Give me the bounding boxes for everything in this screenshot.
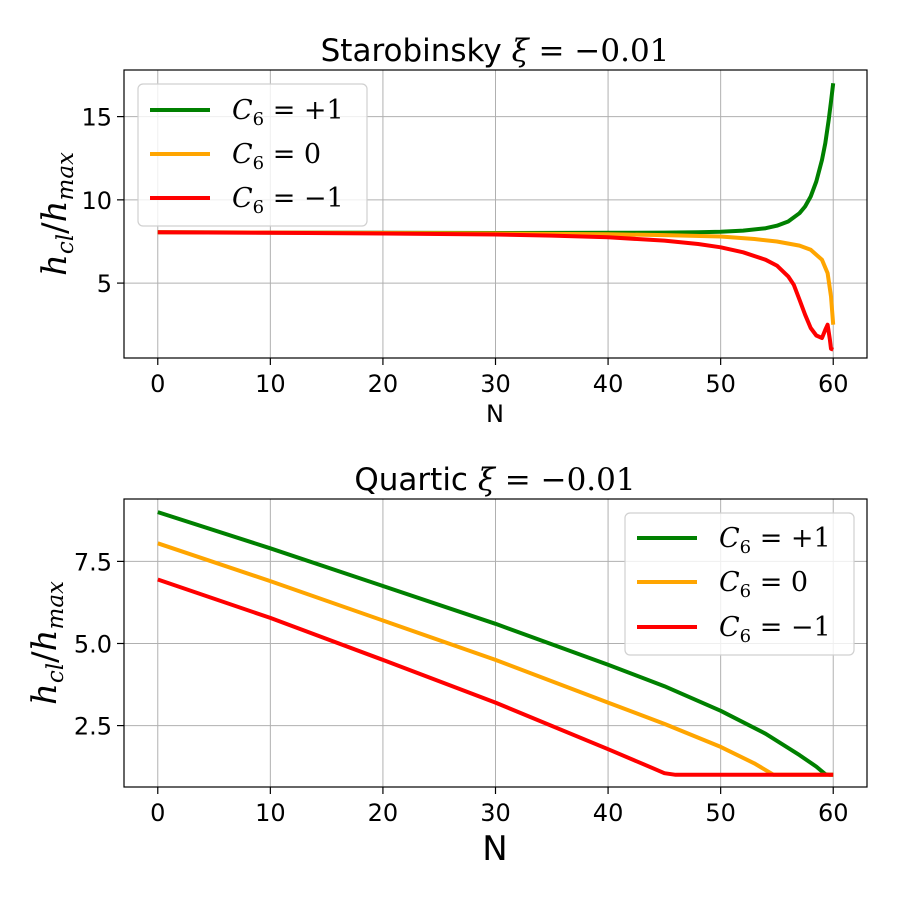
x-tick-label: 40 (593, 799, 624, 827)
legend-label-c6-plus: C6 = +1 (719, 523, 831, 558)
x-tick-label: 0 (150, 799, 165, 827)
x-tick-label: 10 (255, 370, 286, 398)
x-axis-label: N (486, 400, 504, 428)
legend: C6 = +1 C6 = 0 C6 = −1 (137, 83, 368, 227)
x-tick-label: 10 (255, 799, 286, 827)
series-line-c6-minus (157, 230, 834, 352)
x-tick-label: 60 (818, 799, 849, 827)
x-axis-ticks: 0 10 20 30 40 50 60 (150, 358, 849, 398)
x-tick-label: 50 (705, 370, 736, 398)
x-tick-label: 50 (705, 799, 736, 827)
x-tick-label: 40 (593, 370, 624, 398)
x-tick-label: 30 (480, 370, 511, 398)
y-axis-ticks: 5 10 15 (81, 104, 124, 298)
x-axis-label: N (482, 829, 507, 869)
legend: C6 = +1 C6 = 0 C6 = −1 (624, 512, 855, 656)
y-axis-label: hcl/hmax (35, 152, 79, 276)
series-line-c6-minus (157, 577, 834, 777)
y-axis-ticks: 2.5 5.0 7.5 (74, 548, 124, 741)
x-tick-label: 60 (818, 370, 849, 398)
x-tick-label: 30 (480, 799, 511, 827)
chart-quartic: Quartic ξ = −0.01 0 10 20 30 40 50 60 2.5 5.0 7.… (25, 462, 868, 869)
chart-title: Starobinsky ξ = −0.01 (321, 33, 670, 69)
legend-box (137, 83, 368, 227)
series-line-c6-zero (157, 541, 834, 777)
legend-label-c6-minus: C6 = −1 (232, 183, 344, 218)
legend-label-c6-zero: C6 = 0 (232, 139, 321, 174)
y-tick-label: 2.5 (74, 713, 112, 741)
y-tick-label: 5.0 (74, 630, 112, 658)
series-lines (157, 83, 836, 352)
legend-label-c6-plus: C6 = +1 (232, 95, 344, 130)
x-tick-label: 0 (150, 370, 165, 398)
legend-label-c6-zero: C6 = 0 (719, 567, 808, 602)
x-axis-ticks: 0 10 20 30 40 50 60 (150, 787, 849, 827)
series-lines (157, 510, 834, 777)
legend-label-c6-minus: C6 = −1 (719, 612, 831, 647)
chart-title: Quartic ξ = −0.01 (354, 462, 635, 498)
y-tick-label: 10 (81, 187, 112, 215)
y-tick-label: 15 (81, 104, 112, 132)
legend-box (624, 512, 855, 656)
chart-starobinsky: Starobinsky ξ = −0.01 0 10 20 30 40 50 60 5 10 1… (35, 33, 868, 428)
y-axis-label: hcl/hmax (25, 581, 69, 705)
x-tick-label: 20 (368, 370, 399, 398)
y-tick-label: 7.5 (74, 548, 112, 576)
x-tick-label: 20 (368, 799, 399, 827)
y-tick-label: 5 (97, 270, 112, 298)
